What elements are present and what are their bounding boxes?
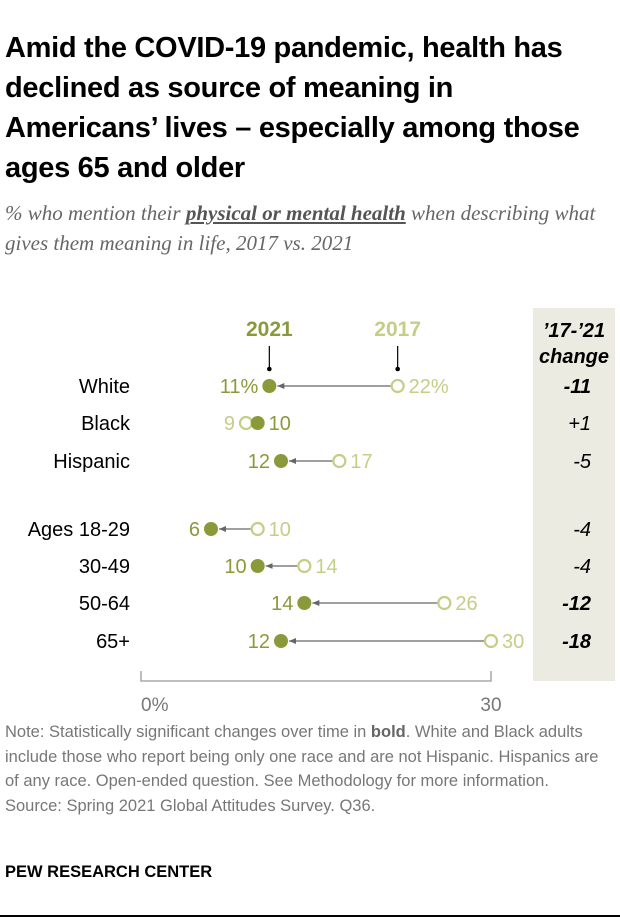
- dot-2021: [262, 379, 277, 393]
- dot-2021: [204, 522, 218, 536]
- legend-2021: 2021: [246, 318, 293, 341]
- value-label-2021: 12: [248, 451, 270, 473]
- value-label-2017: 26: [455, 593, 477, 615]
- value-label-2021: 11%: [220, 376, 259, 398]
- value-label-2021: 10: [224, 556, 246, 578]
- change-value: -11: [564, 376, 591, 398]
- dot-2017: [483, 633, 499, 649]
- value-label-2017: 22%: [409, 376, 449, 398]
- category-label: White: [79, 376, 130, 398]
- change-value: -5: [573, 451, 592, 473]
- subtitle-prefix: % who mention their: [5, 201, 186, 225]
- value-label-2021: 12: [248, 631, 270, 653]
- source-note: Source: Spring 2021 Global Attitudes Sur…: [5, 796, 376, 815]
- value-label-2021: 6: [189, 519, 200, 541]
- change-header-line2: change: [539, 346, 609, 368]
- value-label-2021: 10: [269, 413, 291, 435]
- x-tick-label: 0%: [141, 695, 169, 716]
- change-value: +1: [568, 413, 591, 435]
- category-label: 30-49: [79, 556, 130, 578]
- category-label: Black: [81, 413, 131, 435]
- dot-2017: [437, 595, 452, 611]
- legend-2021-pointer-dot: [267, 366, 272, 372]
- note-bold: bold: [370, 723, 406, 741]
- value-label-2017: 17: [350, 451, 372, 473]
- value-label-2017: 14: [315, 556, 337, 578]
- change-value: -12: [562, 593, 591, 615]
- note-prefix: Note: Statistically significant changes …: [5, 723, 371, 741]
- chart-title: Amid the COVID-19 pandemic, health has d…: [5, 32, 580, 184]
- dot-2017: [390, 378, 405, 394]
- bottom-rule: [0, 915, 620, 917]
- chart-note: Note: Statistically significant changes …: [5, 720, 615, 818]
- brand-logo-text: PEW RESEARCH CENTER: [5, 863, 213, 881]
- dot-2021: [274, 454, 288, 468]
- dot-2021: [250, 416, 265, 430]
- x-tick-label: 30: [480, 695, 501, 716]
- legend-2017: 2017: [374, 318, 421, 341]
- change-value: -4: [573, 519, 591, 541]
- note-suffix: . White and Black adults include those w…: [5, 723, 599, 790]
- dot-2017: [238, 415, 254, 431]
- dot-2017: [297, 558, 312, 574]
- legend-2017-pointer-dot: [395, 366, 400, 372]
- category-label: Ages 18-29: [28, 519, 130, 541]
- subtitle-highlight: physical or mental health: [185, 201, 406, 225]
- value-label-2021: 14: [271, 593, 293, 615]
- dot-2021: [250, 559, 265, 573]
- change-value: -4: [573, 556, 591, 578]
- value-label-2017: 9: [224, 413, 235, 435]
- value-label-2017: 30: [502, 631, 524, 653]
- change-column-background: [533, 308, 615, 681]
- category-label: 65+: [96, 631, 130, 653]
- subtitle-suffix: when describing what gives them meaning …: [5, 201, 596, 255]
- dot-2021: [297, 596, 312, 610]
- dot-2017: [332, 453, 347, 469]
- category-label: 50-64: [79, 593, 130, 615]
- change-header-line1: ’17-’21: [543, 320, 605, 342]
- chart-subtitle: % who mention their physical or mental h…: [5, 198, 615, 258]
- value-label-2017: 10: [269, 519, 291, 541]
- change-value: -18: [562, 631, 592, 653]
- x-axis: [140, 671, 492, 682]
- category-label: Hispanic: [53, 451, 130, 473]
- dot-2021: [274, 634, 288, 648]
- dot-2017: [250, 521, 265, 537]
